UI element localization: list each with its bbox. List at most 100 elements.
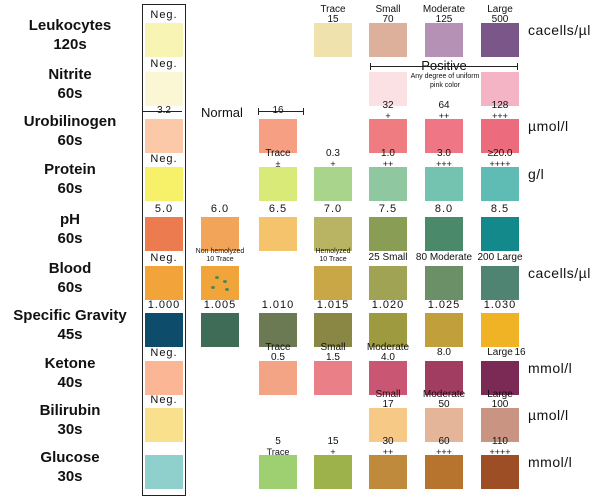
ketone-label: Neg. bbox=[150, 347, 178, 359]
specific-gravity-swatch bbox=[145, 313, 183, 347]
leukocytes-label: Moderate 125 bbox=[422, 4, 466, 25]
protein-swatch bbox=[481, 167, 519, 201]
ketone-swatch bbox=[259, 361, 297, 395]
protein-label: ≥20.0 ++++ bbox=[487, 148, 513, 170]
ph-label: 8.5 bbox=[490, 203, 510, 215]
blood-swatch bbox=[145, 266, 183, 300]
protein-swatch bbox=[145, 167, 183, 201]
blood-label: 80 Moderate bbox=[415, 252, 473, 263]
glucose-label: 110 ++++ bbox=[489, 436, 511, 458]
ph-swatch bbox=[201, 217, 239, 251]
urobilinogen-unit: µmol/l bbox=[528, 118, 569, 134]
glucose-swatch bbox=[259, 455, 297, 489]
ketone-label: Large bbox=[487, 347, 513, 358]
blood-time: 60s bbox=[57, 279, 83, 296]
specific-gravity-title: Specific Gravity bbox=[13, 307, 127, 324]
urobilinogen-label: 16 bbox=[272, 105, 284, 116]
glucose-label: 30 ++ bbox=[382, 436, 394, 458]
ph-swatch bbox=[425, 217, 463, 251]
nitrite-name: Nitrite 60s bbox=[0, 65, 140, 103]
negative-column-frame bbox=[142, 4, 186, 496]
protein-unit: g/l bbox=[528, 166, 545, 182]
nitrite-swatch bbox=[145, 72, 183, 106]
leukocytes-label: Trace 15 bbox=[320, 4, 346, 25]
ph-label: 6.0 bbox=[210, 203, 230, 215]
specific-gravity-label: 1.010 bbox=[261, 299, 295, 311]
bilirubin-swatch bbox=[145, 408, 183, 442]
bilirubin-title: Bilirubin bbox=[39, 402, 101, 419]
ph-label: 8.0 bbox=[434, 203, 454, 215]
protein-swatch bbox=[314, 167, 352, 201]
specific-gravity-swatch bbox=[314, 313, 352, 347]
glucose-label: 5 Trace bbox=[266, 436, 290, 458]
specific-gravity-label: 1.020 bbox=[371, 299, 405, 311]
blood-label: Hemolyzed 10 Trace bbox=[315, 248, 351, 263]
blood-label: 25 Small bbox=[368, 252, 408, 263]
glucose-label: 15 + bbox=[327, 436, 339, 458]
blood-speck bbox=[215, 276, 219, 279]
leukocytes-name: Leukocytes 120s bbox=[0, 16, 140, 54]
protein-label: Neg. bbox=[150, 153, 178, 165]
blood-speck bbox=[223, 280, 227, 283]
ketone-label: 16 bbox=[514, 347, 526, 358]
leukocytes-swatch bbox=[425, 23, 463, 57]
blood-label: Neg. bbox=[150, 252, 178, 264]
leukocytes-swatch bbox=[481, 23, 519, 57]
ph-label: 5.0 bbox=[154, 203, 174, 215]
leukocytes-time: 120s bbox=[53, 36, 87, 53]
ph-title: pH bbox=[60, 211, 80, 228]
nitrite-swatch bbox=[369, 72, 407, 106]
ketone-swatch bbox=[314, 361, 352, 395]
ketone-label: Moderate 4.0 bbox=[366, 342, 410, 363]
glucose-unit: mmol/l bbox=[528, 454, 573, 470]
normal-label: Normal bbox=[201, 105, 243, 120]
blood-title: Blood bbox=[48, 260, 92, 277]
positive-note: Any degree of uniform pink color bbox=[410, 73, 480, 89]
bilirubin-label: Moderate 50 bbox=[422, 389, 466, 410]
bilirubin-time: 30s bbox=[57, 421, 83, 438]
ketone-label: Trace 0.5 bbox=[265, 342, 291, 363]
ph-time: 60s bbox=[57, 230, 83, 247]
ketone-swatch bbox=[145, 361, 183, 395]
ketone-label: 8.0 bbox=[437, 347, 451, 358]
glucose-name: Glucose 30s bbox=[0, 448, 140, 486]
urobilinogen-name: Urobilinogen 60s bbox=[0, 112, 140, 150]
protein-time: 60s bbox=[57, 180, 83, 197]
leukocytes-unit: cacells/µl bbox=[528, 22, 591, 38]
bilirubin-swatch bbox=[425, 408, 463, 442]
blood-swatch bbox=[481, 266, 519, 300]
ph-swatch bbox=[481, 217, 519, 251]
blood-name: Blood 60s bbox=[0, 259, 140, 297]
ph-swatch bbox=[259, 217, 297, 251]
bilirubin-label: Large 100 bbox=[487, 389, 513, 410]
blood-swatch bbox=[201, 266, 239, 300]
ph-label: 6.5 bbox=[268, 203, 288, 215]
leukocytes-swatch bbox=[314, 23, 352, 57]
specific-gravity-label: 1.000 bbox=[147, 299, 181, 311]
protein-swatch bbox=[425, 167, 463, 201]
blood-speck bbox=[225, 288, 229, 291]
ketone-time: 40s bbox=[57, 374, 83, 391]
urobilinogen-label: 128 +++ bbox=[491, 100, 509, 122]
ketone-swatch bbox=[369, 361, 407, 395]
ph-name: pH 60s bbox=[0, 210, 140, 248]
specific-gravity-swatch bbox=[201, 313, 239, 347]
specific-gravity-label: 1.030 bbox=[483, 299, 517, 311]
nitrite-swatch bbox=[481, 72, 519, 106]
glucose-swatch bbox=[314, 455, 352, 489]
leukocytes-swatch bbox=[369, 23, 407, 57]
protein-label: 3.0 +++ bbox=[436, 148, 452, 170]
protein-name: Protein 60s bbox=[0, 160, 140, 198]
bilirubin-swatch bbox=[369, 408, 407, 442]
urobilinogen-swatch bbox=[259, 119, 297, 153]
bilirubin-swatch bbox=[481, 408, 519, 442]
specific-gravity-label: 1.025 bbox=[427, 299, 461, 311]
ph-label: 7.0 bbox=[323, 203, 343, 215]
specific-gravity-label: 1.015 bbox=[316, 299, 350, 311]
positive-label: Positive bbox=[421, 58, 467, 73]
glucose-time: 30s bbox=[57, 468, 83, 485]
glucose-swatch bbox=[369, 455, 407, 489]
protein-title: Protein bbox=[44, 161, 96, 178]
blood-swatch bbox=[369, 266, 407, 300]
positive-range-bracket bbox=[370, 63, 518, 70]
